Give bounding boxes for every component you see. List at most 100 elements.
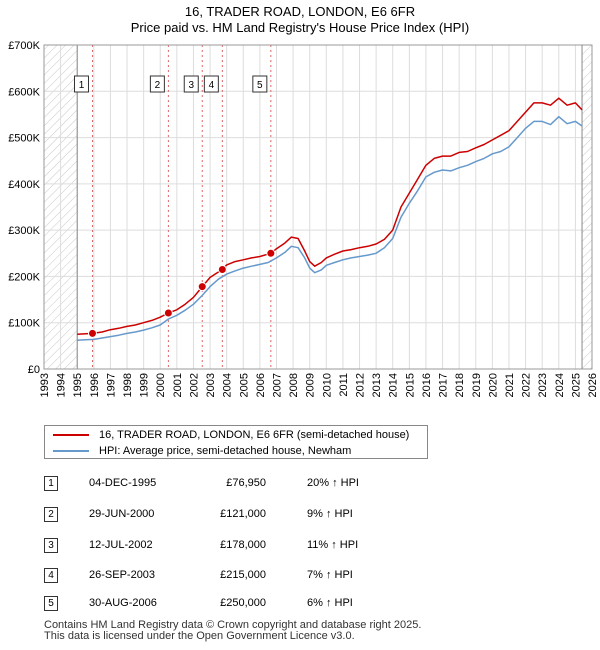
transaction-date: 30-AUG-2006 <box>89 597 157 609</box>
x-tick-label: 1994 <box>56 373 68 397</box>
x-tick-label: 1996 <box>89 373 101 397</box>
x-tick-label: 2008 <box>288 373 300 397</box>
transaction-number-badge: 5 <box>44 596 58 611</box>
plot-area <box>44 45 592 369</box>
x-tick-label: 2025 <box>570 373 582 397</box>
transaction-date: 12-JUL-2002 <box>89 539 153 551</box>
chart-title-block: 16, TRADER ROAD, LONDON, E6 6FR Price pa… <box>0 4 600 36</box>
x-tick-label: 1995 <box>72 373 84 397</box>
y-tick-label: £100K <box>8 318 40 330</box>
sale-label-box <box>73 75 89 93</box>
sale-point <box>197 282 207 292</box>
x-tick-label: 2002 <box>188 373 200 397</box>
transaction-price: £121,000 <box>220 508 266 520</box>
sale-point <box>163 308 173 318</box>
x-tick-label: 2004 <box>222 373 234 397</box>
chart-subtitle: Price paid vs. HM Land Registry's House … <box>130 20 470 35</box>
x-tick-label: 2014 <box>388 373 400 397</box>
transaction-date: 26-SEP-2003 <box>89 569 156 581</box>
y-tick-label: £400K <box>8 179 40 191</box>
transaction-hpi: 20% ↑ HPI <box>307 477 359 489</box>
x-tick-label: 2013 <box>371 373 383 397</box>
x-tick-label: 2024 <box>554 373 566 397</box>
x-tick-label: 2005 <box>238 373 250 397</box>
x-tick-label: 2015 <box>404 373 416 397</box>
sale-point <box>266 248 276 258</box>
chart-legend: 16, TRADER ROAD, LONDON, E6 6FR (semi-de… <box>44 425 428 459</box>
y-tick-label: £0 <box>28 364 40 376</box>
transaction-price: £215,000 <box>220 569 266 581</box>
transaction-number-badge: 2 <box>44 507 58 522</box>
sale-label-box <box>183 75 199 93</box>
y-tick-label: £200K <box>8 271 40 283</box>
transaction-row: 2 29-JUN-2000 £121,000 9% ↑ HPI <box>44 505 444 525</box>
footer-attribution: Contains HM Land Registry data © Crown c… <box>44 620 421 642</box>
sale-label: 1 <box>79 80 85 91</box>
legend-item-property: 16, TRADER ROAD, LONDON, E6 6FR (semi-de… <box>53 427 409 443</box>
transaction-date: 29-JUN-2000 <box>89 508 155 520</box>
transaction-number-badge: 4 <box>44 568 58 583</box>
x-tick-label: 2003 <box>205 373 217 397</box>
legend-hpi-label: HPI: Average price, semi-detached house,… <box>99 445 352 457</box>
transaction-row: 3 12-JUL-2002 £178,000 11% ↑ HPI <box>44 536 444 556</box>
sale-label: 2 <box>155 80 161 91</box>
transaction-price: £178,000 <box>220 539 266 551</box>
y-tick-label: £700K <box>8 40 40 52</box>
legend-property-label: 16, TRADER ROAD, LONDON, E6 6FR (semi-de… <box>99 429 410 441</box>
x-tick-label: 1998 <box>122 373 134 397</box>
x-tick-label: 2006 <box>255 373 267 397</box>
x-tick-label: 2000 <box>155 373 167 397</box>
y-tick-label: £300K <box>8 225 40 237</box>
price-chart: 1 2 3 4 5 £0 £100K £200K £300K £400K £500K £600K £70… <box>8 40 599 397</box>
x-tick-label: 2012 <box>355 373 367 397</box>
x-tick-label: 2009 <box>305 373 317 397</box>
legend-item-hpi: HPI: Average price, semi-detached house,… <box>53 443 351 459</box>
x-tick-label: 2007 <box>271 373 283 397</box>
y-tick-label: £600K <box>8 86 40 98</box>
plot-frame <box>43 44 593 370</box>
transaction-hpi: 9% ↑ HPI <box>307 508 353 520</box>
chart-title: 16, TRADER ROAD, LONDON, E6 6FR <box>184 4 416 19</box>
transaction-price: £250,000 <box>220 597 266 609</box>
sale-label: 3 <box>188 80 194 91</box>
x-tick-label: 2026 <box>587 373 599 397</box>
transaction-number-badge: 1 <box>44 476 58 491</box>
legend-property-line-icon <box>53 434 89 436</box>
transaction-hpi: 6% ↑ HPI <box>307 597 353 609</box>
sale-label: 5 <box>257 80 263 91</box>
x-tick-label: 1999 <box>139 373 151 397</box>
legend-hpi-line-icon <box>53 450 89 452</box>
transaction-row: 4 26-SEP-2003 £215,000 7% ↑ HPI <box>44 566 444 586</box>
x-tick-label: 2011 <box>338 373 350 397</box>
sale-point <box>217 264 227 274</box>
x-tick-label: 2023 <box>537 373 549 397</box>
x-tick-label: 2016 <box>421 373 433 397</box>
hpi-series-line <box>77 115 583 342</box>
transaction-date: 04-DEC-1995 <box>89 477 157 489</box>
transaction-row: 5 30-AUG-2006 £250,000 6% ↑ HPI <box>44 594 444 614</box>
x-tick-label: 2018 <box>454 373 466 397</box>
sale-label: 4 <box>209 80 215 91</box>
x-tick-label: 2017 <box>438 373 450 397</box>
x-tick-label: 2010 <box>321 373 333 397</box>
x-tick-label: 2001 <box>172 373 184 397</box>
footer-line-1: Contains HM Land Registry data © Crown c… <box>44 619 422 631</box>
transaction-hpi: 11% ↑ HPI <box>307 539 359 551</box>
transaction-price: £76,950 <box>226 477 266 489</box>
hatched-region <box>582 45 592 369</box>
y-tick-label: £500K <box>8 133 40 145</box>
sale-point <box>87 328 97 338</box>
sale-label-box <box>149 75 165 93</box>
transaction-hpi: 7% ↑ HPI <box>307 569 353 581</box>
x-tick-label: 1997 <box>105 373 117 397</box>
footer-line-2: This data is licensed under the Open Gov… <box>44 630 355 642</box>
transaction-number-badge: 3 <box>44 538 58 553</box>
sale-label-box <box>203 75 219 93</box>
x-tick-label: 2022 <box>521 373 533 397</box>
x-tick-label: 2020 <box>487 373 499 397</box>
x-tick-label: 1993 <box>39 373 51 397</box>
sale-label-box <box>252 75 268 93</box>
x-tick-label: 2021 <box>504 373 516 397</box>
transaction-row: 1 04-DEC-1995 £76,950 20% ↑ HPI <box>44 474 444 494</box>
x-tick-label: 2019 <box>471 373 483 397</box>
